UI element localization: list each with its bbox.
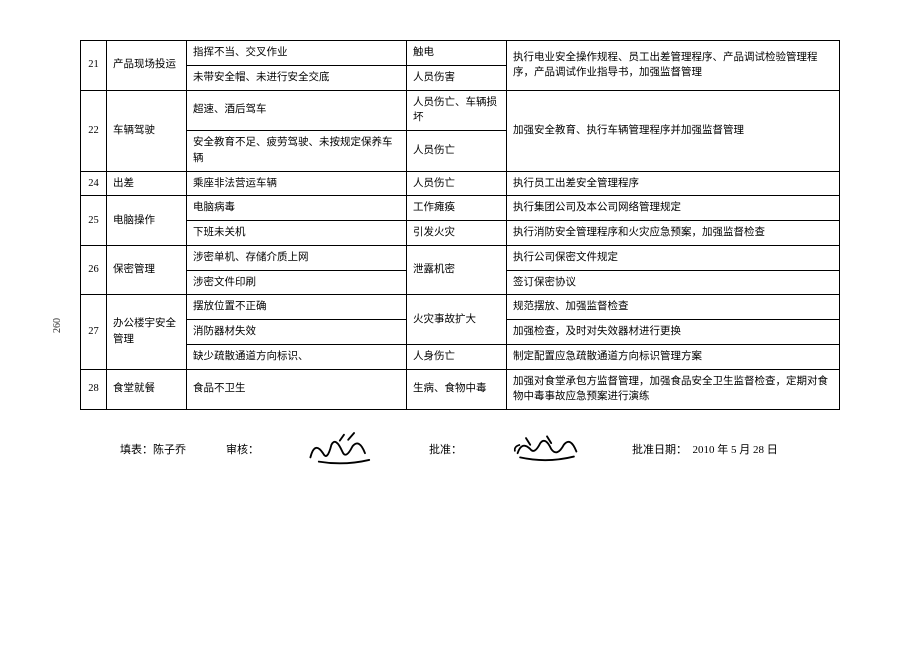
cause-cell: 电脑病毒	[187, 196, 407, 221]
cause-cell: 下班未关机	[187, 221, 407, 246]
table-row: 28食堂就餐食品不卫生生病、食物中毒加强对食堂承包方监督管理，加强食品安全卫生监…	[81, 369, 840, 410]
result-cell: 泄露机密	[407, 245, 507, 295]
cause-cell: 安全教育不足、疲劳驾驶、未按规定保养车辆	[187, 131, 407, 172]
result-cell: 人员伤亡	[407, 171, 507, 196]
result-cell: 工作瘫痪	[407, 196, 507, 221]
cause-cell: 食品不卫生	[187, 369, 407, 410]
action-cell: 执行消防安全管理程序和火灾应急预案，加强监督检查	[507, 221, 840, 246]
category-cell: 食堂就餐	[107, 369, 187, 410]
result-cell: 触电	[407, 41, 507, 66]
action-cell: 制定配置应急疏散通道方向标识管理方案	[507, 344, 840, 369]
action-cell: 执行电业安全操作规程、员工出差管理程序、产品调试检验管理程序，产品调试作业指导书…	[507, 41, 840, 91]
table-row: 27办公楼宇安全管理摆放位置不正确火灾事故扩大规范摆放、加强监督检查	[81, 295, 840, 320]
page-number: 260	[52, 318, 63, 333]
result-cell: 人员伤害	[407, 65, 507, 90]
table-row: 26保密管理涉密单机、存储介质上网泄露机密执行公司保密文件规定	[81, 245, 840, 270]
row-number: 26	[81, 245, 107, 295]
row-number: 24	[81, 171, 107, 196]
action-cell: 签订保密协议	[507, 270, 840, 295]
cause-cell: 缺少疏散通道方向标识、	[187, 344, 407, 369]
category-cell: 办公楼宇安全管理	[107, 295, 187, 369]
table-row: 21产品现场投运指挥不当、交叉作业触电执行电业安全操作规程、员工出差管理程序、产…	[81, 41, 840, 66]
category-cell: 车辆驾驶	[107, 90, 187, 171]
category-cell: 保密管理	[107, 245, 187, 295]
risk-table: 21产品现场投运指挥不当、交叉作业触电执行电业安全操作规程、员工出差管理程序、产…	[80, 40, 840, 410]
table-row: 缺少疏散通道方向标识、人身伤亡制定配置应急疏散通道方向标识管理方案	[81, 344, 840, 369]
row-number: 27	[81, 295, 107, 369]
table-row: 22车辆驾驶超速、酒后驾车人员伤亡、车辆损坏加强安全教育、执行车辆管理程序并加强…	[81, 90, 840, 131]
action-cell: 加强安全教育、执行车辆管理程序并加强监督管理	[507, 90, 840, 171]
row-number: 25	[81, 196, 107, 246]
approve-date: 批准日期： 2010 年 5 月 28 日	[632, 441, 778, 457]
result-cell: 人员伤亡、车辆损坏	[407, 90, 507, 131]
action-cell: 执行员工出差安全管理程序	[507, 171, 840, 196]
result-cell: 人员伤亡	[407, 131, 507, 172]
action-cell: 规范摆放、加强监督检查	[507, 295, 840, 320]
row-number: 21	[81, 41, 107, 91]
table-row: 24出差乘座非法营运车辆人员伤亡执行员工出差安全管理程序	[81, 171, 840, 196]
cause-cell: 涉密单机、存储介质上网	[187, 245, 407, 270]
action-cell: 加强检查，及时对失效器材进行更换	[507, 320, 840, 345]
action-cell: 执行集团公司及本公司网络管理规定	[507, 196, 840, 221]
filler: 填表：陈子乔	[120, 441, 186, 457]
category-cell: 产品现场投运	[107, 41, 187, 91]
table-row: 下班未关机引发火灾执行消防安全管理程序和火灾应急预案，加强监督检查	[81, 221, 840, 246]
category-cell: 出差	[107, 171, 187, 196]
cause-cell: 指挥不当、交叉作业	[187, 41, 407, 66]
category-cell: 电脑操作	[107, 196, 187, 246]
cause-cell: 摆放位置不正确	[187, 295, 407, 320]
cause-cell: 消防器材失效	[187, 320, 407, 345]
cause-cell: 涉密文件印刷	[187, 270, 407, 295]
result-cell: 生病、食物中毒	[407, 369, 507, 410]
row-number: 22	[81, 90, 107, 171]
cause-cell: 乘座非法营运车辆	[187, 171, 407, 196]
cause-cell: 未带安全帽、未进行安全交底	[187, 65, 407, 90]
result-cell: 火灾事故扩大	[407, 295, 507, 345]
approve-label: 批准：	[429, 441, 462, 457]
action-cell: 加强对食堂承包方监督管理，加强食品安全卫生监督检查，定期对食物中毒事故应急预案进…	[507, 369, 840, 410]
approver-signature	[502, 428, 592, 470]
row-number: 28	[81, 369, 107, 410]
table-row: 25电脑操作电脑病毒工作瘫痪执行集团公司及本公司网络管理规定	[81, 196, 840, 221]
review-label: 审核：	[226, 441, 259, 457]
action-cell: 执行公司保密文件规定	[507, 245, 840, 270]
result-cell: 人身伤亡	[407, 344, 507, 369]
cause-cell: 超速、酒后驾车	[187, 90, 407, 131]
reviewer-signature	[299, 428, 389, 470]
footer: 填表：陈子乔 审核： 批准： 批准日期： 2010 年 5 月 28 日	[80, 428, 840, 470]
result-cell: 引发火灾	[407, 221, 507, 246]
